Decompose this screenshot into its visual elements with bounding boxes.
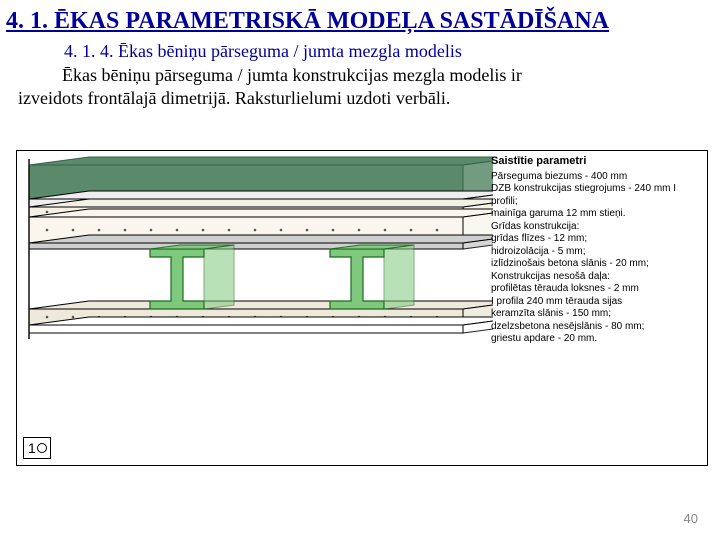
parameter-line: Grīdas konstrukcija: xyxy=(491,221,701,234)
parameter-line: grīdas flīzes - 12 mm; xyxy=(491,233,701,246)
parameter-line: Pārseguma biezums - 400 mm xyxy=(491,171,701,184)
parameter-line: DZB konstrukcijas stiegrojums - 240 mm I… xyxy=(491,183,701,208)
parameter-line: izlīdzinošais betona slānis - 20 mm; xyxy=(491,258,701,271)
parameter-list-title: Saistītie parametri xyxy=(491,155,701,169)
parameter-line: keramzīta slānis - 150 mm; xyxy=(491,308,701,321)
parameter-line: mainīga garuma 12 mm stieņi. xyxy=(491,208,701,221)
body-line-2: izveidots frontālajā dimetrijā. Raksturl… xyxy=(18,88,450,108)
page-number: 40 xyxy=(684,511,698,526)
parameter-line: hidroizolācija - 5 mm; xyxy=(491,246,701,259)
roof-joint-diagram xyxy=(17,151,493,467)
parameter-list: Saistītie parametri Pārseguma biezums - … xyxy=(491,155,701,346)
body-paragraph: Ēkas bēniņu pārseguma / jumta konstrukci… xyxy=(0,64,720,113)
body-line-1: Ēkas bēniņu pārseguma / jumta konstrukci… xyxy=(62,65,522,85)
figure-container: Saistītie parametri Pārseguma biezums - … xyxy=(16,150,708,466)
parameter-line: I profila 240 mm tērauda sijas xyxy=(491,296,701,309)
parameter-line: dzelzsbetona nesējslānis - 80 mm; xyxy=(491,321,701,334)
subsection-heading: 4. 1. 4. Ēkas bēniņu pārseguma / jumta m… xyxy=(0,39,720,64)
section-heading: 4. 1. ĒKAS PARAMETRISKĀ MODEĻA SASTĀDĪŠA… xyxy=(0,0,720,39)
parameter-line: griestu apdare - 20 mm. xyxy=(491,333,701,346)
parameter-line: Konstrukcijas nesošā daļa: xyxy=(491,271,701,284)
parameter-line: profilētas tērauda loksnes - 2 mm xyxy=(491,283,701,296)
figure-number-badge: 1 xyxy=(23,437,51,459)
